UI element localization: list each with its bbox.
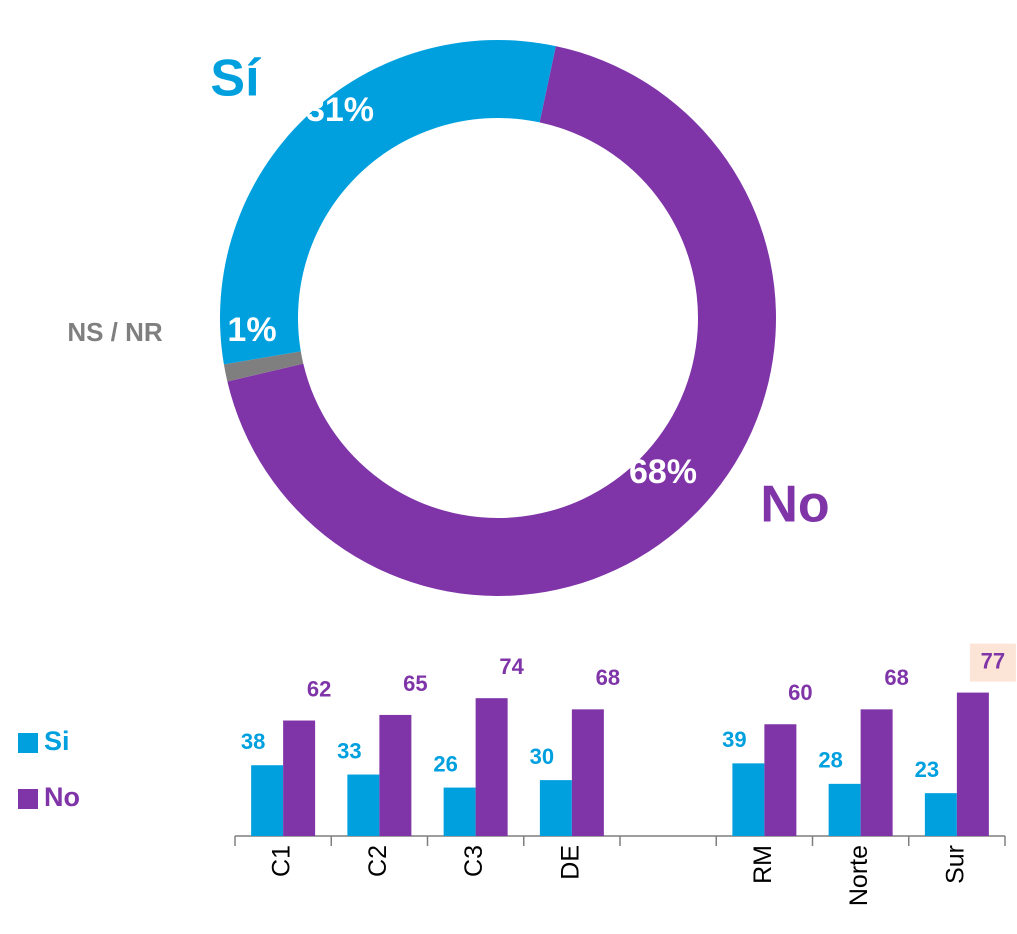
bar (860, 709, 893, 836)
x-tick-label: DE (556, 845, 584, 880)
slice-value-label: 31% (306, 91, 374, 129)
bar-value-label: 33 (337, 738, 361, 763)
bar-value-label: 39 (722, 727, 746, 752)
bar-value-label: 38 (241, 729, 265, 754)
bar-value-label: 62 (307, 676, 331, 701)
slice-category-label: Sí (210, 50, 261, 108)
bar (251, 765, 284, 836)
bar-value-label: 28 (818, 748, 842, 773)
legend-label: No (44, 782, 80, 812)
x-tick-label: C1 (268, 845, 296, 877)
x-tick-label: Sur (941, 845, 969, 884)
x-tick-label: RM (749, 845, 777, 884)
bar (732, 763, 765, 836)
bar-value-label: 68 (596, 665, 620, 690)
bar-value-label: 26 (433, 751, 457, 776)
bar-value-label: 68 (884, 665, 908, 690)
legend-swatch (18, 733, 38, 753)
bar (283, 720, 316, 836)
bar-value-label: 60 (788, 680, 812, 705)
slice-category-label: NS / NR (67, 317, 163, 347)
donut-slice (223, 351, 304, 382)
bar (347, 774, 380, 836)
x-tick-label: Norte (845, 845, 873, 906)
bar (475, 698, 508, 836)
bar-value-label: 77 (981, 648, 1005, 673)
legend-label: Si (44, 726, 70, 756)
bar-value-label: 65 (403, 671, 427, 696)
label-highlight (969, 643, 1016, 682)
legend-swatch (18, 789, 38, 809)
bar (924, 793, 957, 836)
bar (539, 780, 572, 836)
bar-value-label: 23 (915, 757, 939, 782)
slice-value-label: 68% (629, 453, 697, 491)
x-tick-label: C3 (460, 845, 488, 877)
bar (956, 692, 989, 836)
donut-slice (219, 40, 556, 365)
slice-category-label: No (760, 476, 829, 534)
bar (571, 709, 604, 836)
bar (828, 783, 861, 836)
bar (379, 714, 412, 836)
bar-value-label: 74 (499, 654, 524, 679)
bar (443, 787, 476, 836)
bar (764, 724, 797, 836)
bar-value-label: 30 (530, 744, 554, 769)
slice-value-label: 1% (227, 311, 276, 349)
x-tick-label: C2 (364, 845, 392, 877)
